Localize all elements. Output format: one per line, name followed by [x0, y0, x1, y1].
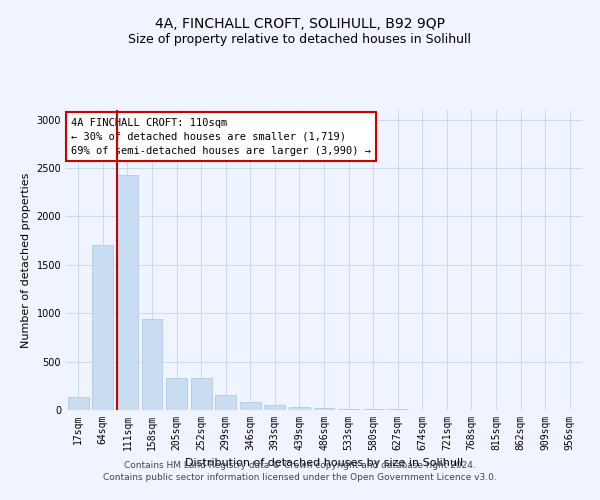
- Bar: [215, 396, 236, 410]
- Text: Contains HM Land Registry data © Crown copyright and database right 2024.
Contai: Contains HM Land Registry data © Crown c…: [103, 461, 497, 482]
- Bar: [166, 378, 187, 410]
- Bar: [117, 175, 138, 410]
- Bar: [191, 378, 212, 410]
- Bar: [142, 319, 163, 410]
- Text: Size of property relative to detached houses in Solihull: Size of property relative to detached ho…: [128, 32, 472, 46]
- Bar: [362, 409, 383, 410]
- Bar: [68, 398, 89, 410]
- Bar: [92, 246, 113, 410]
- Bar: [338, 408, 359, 410]
- Bar: [240, 402, 261, 410]
- Text: 4A FINCHALL CROFT: 110sqm
← 30% of detached houses are smaller (1,719)
69% of se: 4A FINCHALL CROFT: 110sqm ← 30% of detac…: [71, 118, 371, 156]
- Bar: [265, 404, 286, 410]
- Text: 4A, FINCHALL CROFT, SOLIHULL, B92 9QP: 4A, FINCHALL CROFT, SOLIHULL, B92 9QP: [155, 18, 445, 32]
- Bar: [289, 406, 310, 410]
- X-axis label: Distribution of detached houses by size in Solihull: Distribution of detached houses by size …: [185, 458, 463, 468]
- Y-axis label: Number of detached properties: Number of detached properties: [21, 172, 31, 348]
- Bar: [314, 408, 334, 410]
- Bar: [387, 409, 408, 410]
